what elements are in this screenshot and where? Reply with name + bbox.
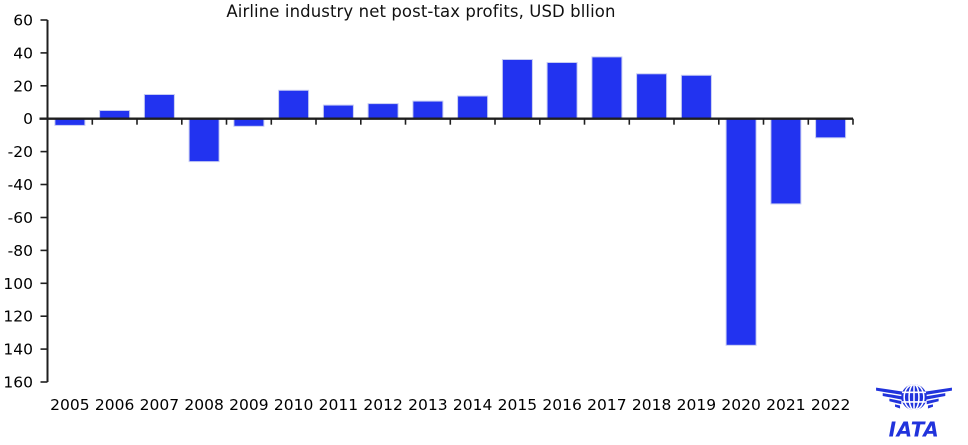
x-tick-label-2010: 2010 <box>274 396 313 414</box>
chart-title: Airline industry net post-tax profits, U… <box>226 2 616 21</box>
y-tick-label-120: 120 <box>3 308 33 326</box>
x-tick-label-2007: 2007 <box>140 396 179 414</box>
y-tick-label--20: -20 <box>8 143 33 161</box>
bar-2010 <box>278 89 310 120</box>
bar-2020 <box>725 118 757 346</box>
bar-2013 <box>412 100 444 120</box>
bar-2012 <box>367 103 399 120</box>
iata-wordmark: IATA <box>889 418 940 442</box>
x-tick-label-2016: 2016 <box>542 396 581 414</box>
bar-2014 <box>457 95 489 120</box>
bar-2015 <box>501 59 533 120</box>
globe-icon <box>901 384 927 410</box>
iata-logo: IATA <box>876 384 952 442</box>
y-tick-label-40: 40 <box>13 44 33 62</box>
x-tick-label-2006: 2006 <box>95 396 134 414</box>
y-tick-label-0: 0 <box>23 110 33 128</box>
bar-2022 <box>815 118 847 139</box>
x-tick-label-2008: 2008 <box>184 396 223 414</box>
wing-icon-right <box>924 387 952 409</box>
bar-2011 <box>322 104 354 120</box>
y-tick-label--60: -60 <box>8 209 33 227</box>
x-tick-label-2021: 2021 <box>766 396 805 414</box>
bar-2019 <box>680 74 712 120</box>
bar-2007 <box>143 94 175 120</box>
x-tick-label-2015: 2015 <box>498 396 537 414</box>
bar-2006 <box>99 110 131 120</box>
y-tick-label--40: -40 <box>8 176 33 194</box>
y-tick-label-140: 140 <box>3 341 33 359</box>
x-tick-label-2005: 2005 <box>50 396 89 414</box>
x-tick-label-2020: 2020 <box>721 396 760 414</box>
bar-2008 <box>188 118 220 163</box>
bar-2021 <box>770 118 802 205</box>
bar-2016 <box>546 62 578 120</box>
x-tick-label-2011: 2011 <box>319 396 358 414</box>
x-tick-label-2018: 2018 <box>632 396 671 414</box>
x-tick-label-2012: 2012 <box>363 396 402 414</box>
x-tick-label-2022: 2022 <box>811 396 850 414</box>
x-tick-label-2014: 2014 <box>453 396 492 414</box>
y-tick-label-20: 20 <box>13 77 33 95</box>
y-tick-label-60: 60 <box>13 12 33 30</box>
x-tick-label-2019: 2019 <box>677 396 716 414</box>
y-tick-label--80: -80 <box>8 242 33 260</box>
y-tick-label-100: 100 <box>3 275 33 293</box>
wing-icon-left <box>876 387 904 409</box>
bar-2017 <box>591 56 623 120</box>
x-tick-label-2013: 2013 <box>408 396 447 414</box>
x-tick-label-2017: 2017 <box>587 396 626 414</box>
bar-2018 <box>636 73 668 120</box>
x-tick-label-2009: 2009 <box>229 396 268 414</box>
y-tick-label-160: 160 <box>3 374 33 392</box>
